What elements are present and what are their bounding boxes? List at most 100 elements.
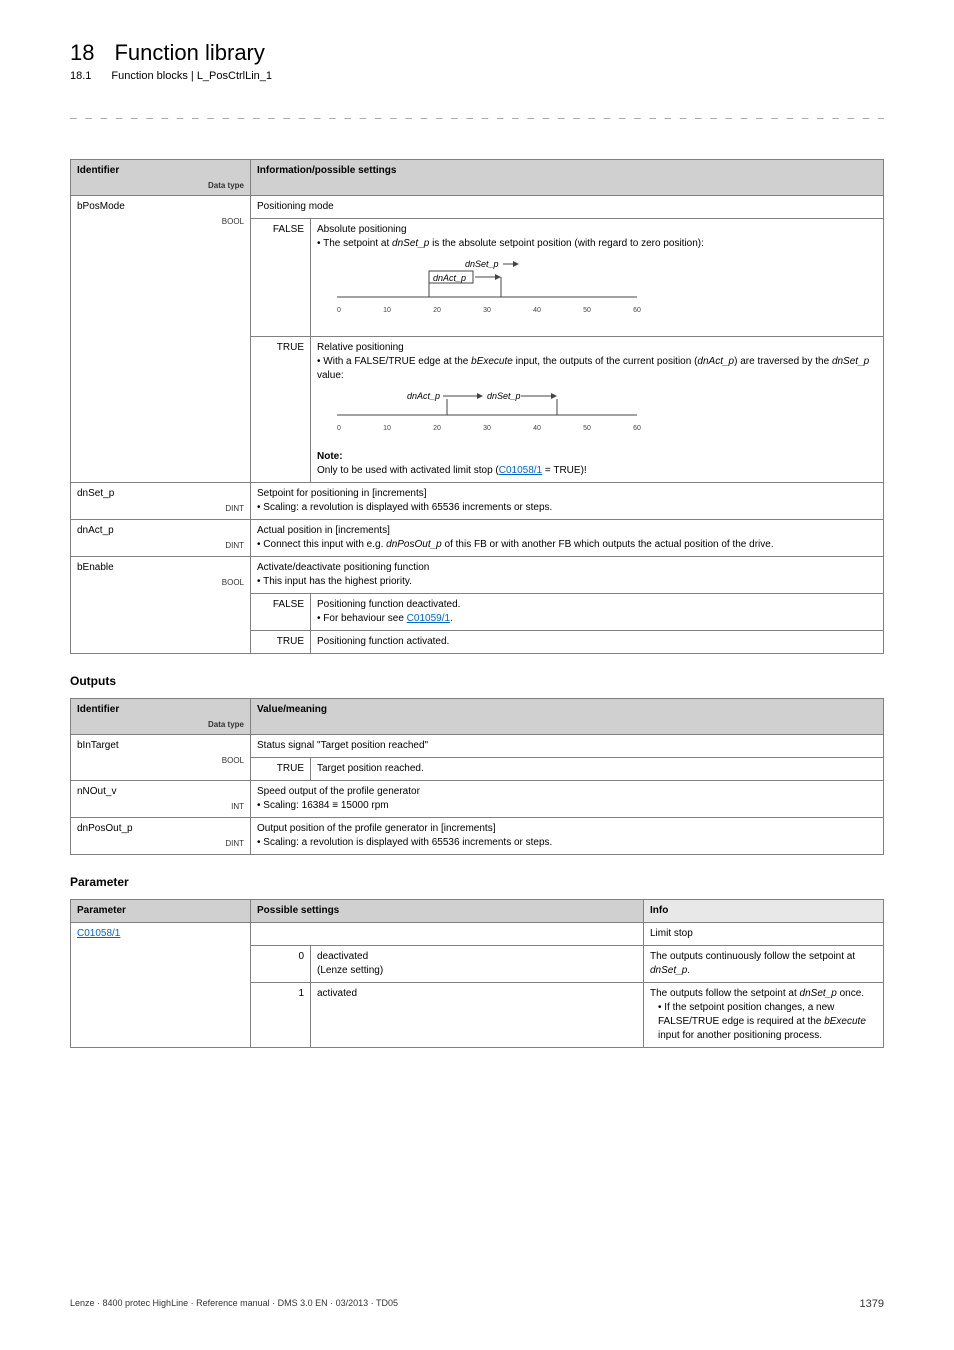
info-deactivated: The outputs continuously follow the setp… (644, 946, 884, 983)
footer-page: 1379 (860, 1298, 884, 1310)
section-number: 18.1 (70, 70, 91, 82)
row-benable-id: bEnable BOOL (71, 557, 251, 654)
d1b: Actual position in [increments] (257, 524, 877, 538)
f1: • With a FALSE/TRUE edge at the (317, 356, 471, 367)
lbl-false2: FALSE (251, 594, 311, 631)
p1: Output position of the profile generator… (257, 822, 877, 836)
lbl-true3: TRUE (251, 758, 311, 781)
row-dnact-desc: Actual position in [increments] • Connec… (251, 520, 884, 557)
row-dnposout-id: dnPosOut_p DINT (71, 818, 251, 855)
lbl-dnact: dnAct_p (433, 273, 466, 283)
outputs-table: Identifier Data type Value/meaning bInTa… (70, 698, 884, 855)
col-value: Value/meaning (251, 699, 884, 735)
f3: ) are traversed by the (734, 356, 832, 367)
section-title: Function blocks | L_PosCtrlLin_1 (111, 70, 272, 82)
section-header: 18.1 Function blocks | L_PosCtrlLin_1 (70, 70, 884, 82)
separator-line: _ _ _ _ _ _ _ _ _ _ _ _ _ _ _ _ _ _ _ _ … (70, 106, 884, 119)
nt2: = TRUE)! (542, 465, 587, 476)
lbl-true2: TRUE (251, 631, 311, 654)
i1b: . (687, 965, 690, 976)
row-dnset-desc: Setpoint for positioning in [increments]… (251, 483, 884, 520)
col-possible: Possible settings (251, 900, 644, 923)
chapter-number: 18 (70, 40, 94, 66)
n1: Speed output of the profile generator (257, 785, 877, 799)
th-datatype: Data type (77, 180, 244, 191)
col-identifier: Identifier Data type (71, 160, 251, 196)
e3: dnSet_p (832, 356, 869, 367)
txt-abs-detail: • The setpoint at dnSet_p is the absolut… (317, 237, 877, 251)
row-nnout-desc: Speed output of the profile generator • … (251, 781, 884, 818)
f2: input, the outputs of the current positi… (513, 356, 698, 367)
cell-activated: activated (311, 983, 644, 1048)
n2: • Scaling: 16384 ≡ 15000 rpm (257, 799, 877, 813)
row-bintarget-desc: Status signal "Target position reached" (251, 735, 884, 758)
id-bposmode: bPosMode (77, 201, 125, 212)
e1: bExecute (471, 356, 513, 367)
id-dnposout: dnPosOut_p (77, 823, 133, 834)
e2d: • This input has the highest priority. (257, 575, 877, 589)
f4: value: (317, 370, 344, 381)
id-dnset: dnSet_p (77, 488, 114, 499)
note-text: Only to be used with activated limit sto… (317, 464, 877, 478)
x2: • For behaviour see C01059/1. (317, 612, 877, 626)
diagram-relative: dnAct_p dnSet_p 0 10 20 30 40 50 60 (317, 389, 657, 439)
frag2: is the absolute setpoint position (with … (429, 238, 704, 249)
inputs-table: Identifier Data type Information/possibl… (70, 159, 884, 654)
t30b: 30 (483, 425, 491, 432)
link-c01058[interactable]: C01058/1 (499, 465, 542, 476)
id-bintarget: bInTarget (77, 740, 119, 751)
dt-bool3: BOOL (77, 755, 244, 766)
t40: 40 (533, 307, 541, 314)
t50b: 50 (583, 425, 591, 432)
d2: • Scaling: a revolution is displayed wit… (257, 501, 877, 515)
d1: Setpoint for positioning in [increments] (257, 487, 877, 501)
nt1: Only to be used with activated limit sto… (317, 465, 499, 476)
th-id2: Identifier (77, 704, 119, 715)
row-bposmode-id: bPosMode BOOL (71, 196, 251, 483)
row-bposmode-desc: Positioning mode (251, 196, 884, 219)
fe: dnPosOut_p (386, 539, 442, 550)
col-parameter: Parameter (71, 900, 251, 923)
t60b: 60 (633, 425, 641, 432)
row-c01058: C01058/1 (71, 923, 251, 1048)
cell-deactivated: deactivated (Lenze setting) (311, 946, 644, 983)
e2: dnAct_p (697, 356, 734, 367)
row-nnout-id: nNOut_v INT (71, 781, 251, 818)
txt-rel-detail: • With a FALSE/TRUE edge at the bExecute… (317, 355, 877, 383)
note-label: Note: (317, 450, 877, 464)
ia2b: input for another positioning process. (658, 1030, 822, 1041)
fb: of this FB or with another FB which outp… (442, 539, 774, 550)
x2a: • For behaviour see (317, 613, 407, 624)
row-bintarget-id: bInTarget BOOL (71, 735, 251, 781)
link-c01058-2[interactable]: C01058/1 (77, 928, 120, 939)
p2: • Scaling: a revolution is displayed wit… (257, 836, 877, 850)
fa: • Connect this input with e.g. (257, 539, 386, 550)
dt-dint3: DINT (77, 838, 244, 849)
row-dnact-id: dnAct_p DINT (71, 520, 251, 557)
dt-dint2: DINT (77, 540, 244, 551)
e1d: Activate/deactivate positioning function (257, 561, 877, 575)
param-title: Parameter (70, 875, 884, 889)
x1: Positioning function deactivated. (317, 598, 877, 612)
lbl-1: 1 (251, 983, 311, 1048)
footer: Lenze · 8400 protec HighLine · Reference… (70, 1298, 884, 1310)
dt-bool2: BOOL (77, 577, 244, 588)
row-dnposout-desc: Output position of the profile generator… (251, 818, 884, 855)
d2b: • Connect this input with e.g. dnPosOut_… (257, 538, 877, 552)
link-c01059[interactable]: C01059/1 (407, 613, 450, 624)
t0b: 0 (337, 425, 341, 432)
th-dt2: Data type (77, 719, 244, 730)
lbl-dnset: dnSet_p (465, 259, 499, 269)
t10: 10 (383, 307, 391, 314)
col-info3: Info (644, 900, 884, 923)
t20: 20 (433, 307, 441, 314)
t20b: 20 (433, 425, 441, 432)
x2b: . (450, 613, 453, 624)
ia1a: The outputs follow the setpoint at (650, 988, 800, 999)
txt-abs-pos: Absolute positioning (317, 223, 877, 237)
cell-true3: Target position reached. (311, 758, 884, 781)
row-benable-desc: Activate/deactivate positioning function… (251, 557, 884, 594)
ia1e: dnSet_p (800, 988, 837, 999)
em-dnset: dnSet_p (392, 238, 429, 249)
i1e: dnSet_p (650, 965, 687, 976)
